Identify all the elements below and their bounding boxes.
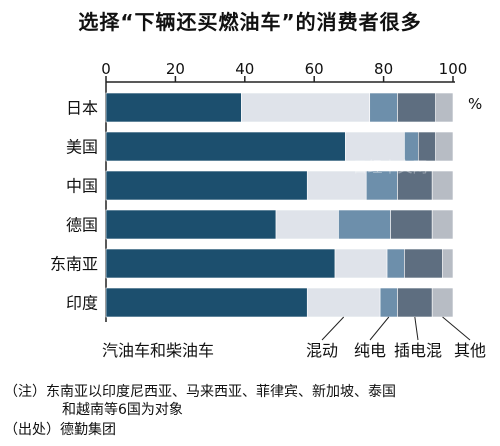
bar-segment-0-1 [241, 92, 371, 123]
bar-segment-2-1 [306, 170, 367, 201]
bar-segment-3-3 [390, 209, 433, 240]
category-label-4: 东南亚 [50, 255, 98, 274]
legend-label-0: 汽油车和柴油车 [102, 341, 214, 360]
chart-title: 选择“下辆还买燃油车”的消费者很多 [78, 10, 422, 34]
bar-segment-1-3 [417, 131, 436, 162]
legend-leader-2 [369, 316, 390, 341]
bar-segment-5-0 [105, 287, 308, 318]
bar-segment-5-2 [379, 287, 398, 318]
x-tick-label-100: 100 [439, 60, 468, 78]
bar-segment-4-2 [386, 248, 405, 279]
category-label-2: 中国 [66, 177, 98, 196]
legend-label-3: 插电混 [394, 341, 442, 360]
watermark: 日经中文网 [352, 158, 427, 176]
bar-segment-5-4 [431, 287, 454, 318]
bar-segment-0-3 [397, 92, 436, 123]
bar-segment-3-1 [275, 209, 339, 240]
x-tick-label-40: 40 [235, 60, 254, 78]
category-label-5: 印度 [66, 294, 98, 313]
bar-segment-5-1 [306, 287, 381, 318]
legend-leader-1 [321, 316, 345, 341]
category-label-0: 日本 [66, 99, 98, 118]
bar-segment-2-2 [365, 170, 398, 201]
note-line-1: （注）东南亚以印度尼西亚、马来西亚、菲律宾、新加坡、泰国 [4, 384, 396, 400]
bar-segment-0-2 [369, 92, 398, 123]
bar-segment-0-0 [105, 92, 242, 123]
bar-segment-4-4 [442, 248, 454, 279]
legend-leader-3 [414, 316, 419, 341]
bar-segment-4-1 [334, 248, 388, 279]
bar-segment-0-4 [435, 92, 454, 123]
bar-segment-1-4 [435, 131, 454, 162]
category-label-3: 德国 [66, 216, 98, 235]
bar-segment-1-0 [105, 131, 346, 162]
source-note: （出处）德勤集团 [4, 422, 116, 438]
bar-segment-4-0 [105, 248, 336, 279]
legend-label-1: 混动 [306, 341, 338, 360]
legend-leader-4 [442, 316, 471, 341]
legend-label-4: 其他 [454, 341, 486, 360]
legend-label-2: 纯电 [354, 341, 386, 360]
bar-segment-3-2 [338, 209, 391, 240]
bar-segment-4-3 [404, 248, 443, 279]
bar-segment-2-0 [105, 170, 308, 201]
x-tick-label-20: 20 [166, 60, 185, 78]
bar-segment-1-1 [345, 131, 405, 162]
bar-segment-3-0 [105, 209, 277, 240]
x-tick-label-80: 80 [374, 60, 393, 78]
bar-segment-5-3 [397, 287, 433, 318]
category-label-1: 美国 [66, 138, 98, 157]
unit-label: % [468, 95, 482, 113]
bar-segment-1-2 [404, 131, 419, 162]
bar-segment-2-4 [431, 170, 454, 201]
bar-segment-3-4 [431, 209, 454, 240]
x-tick-label-0: 0 [101, 60, 111, 78]
note-line-2: 和越南等6国为对象 [62, 402, 183, 418]
x-tick-label-60: 60 [305, 60, 324, 78]
